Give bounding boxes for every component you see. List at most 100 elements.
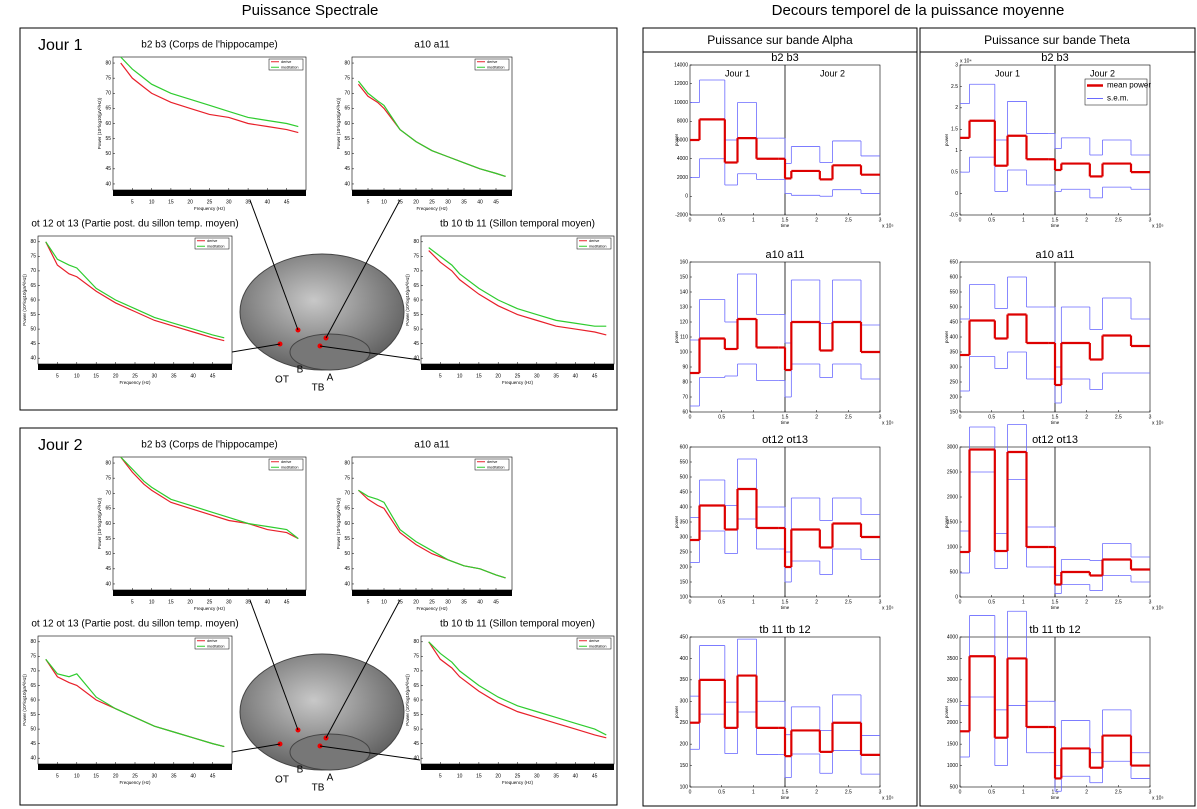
arrow [231, 343, 281, 353]
y-axis-label: power [944, 330, 949, 343]
x-tick-label: 10 [149, 599, 155, 605]
y-tick-label: 45 [344, 166, 350, 172]
series-line [428, 247, 607, 327]
x-tick-label: 2.5 [1115, 789, 1122, 795]
x-tick-label: 15 [93, 773, 99, 779]
y-tick-label: 400 [680, 656, 689, 662]
y-tick-label: 150 [950, 409, 959, 415]
x-axis-label: Frequency (Hz) [416, 606, 448, 611]
x-tick-label: 10 [457, 773, 463, 779]
chart: tb 11 tb 12 500 1000 1500 2000 2500 3000 3500 40… [944, 610, 1164, 801]
y-tick-label: 350 [680, 519, 689, 525]
legend [576, 237, 612, 250]
significance-bar [352, 190, 512, 196]
plot-area [37, 235, 233, 365]
y-tick-label: 40 [413, 356, 419, 362]
y-tick-label: 65 [344, 106, 350, 112]
x-tick-label: 40 [265, 599, 271, 605]
y-tick-label: 450 [680, 634, 689, 640]
y-tick-label: 45 [30, 341, 36, 347]
y-tick-label: 75 [105, 75, 111, 81]
series-line [45, 241, 225, 339]
legend-label: meditation [487, 465, 505, 469]
y-axis-label: power [674, 330, 679, 343]
x-tick-label: 20 [413, 199, 419, 205]
x-tick-label: 10 [74, 773, 80, 779]
y-tick-label: 1000 [947, 763, 958, 769]
chart: ot 12 ot 13 (Partie post. du sillon temp… [22, 219, 238, 386]
x-tick-label: 25 [207, 199, 213, 205]
x-tick-label: 30 [445, 199, 451, 205]
brain-lobe [289, 733, 371, 771]
y-tick-label: 0 [955, 191, 958, 197]
y-tick-label: 55 [344, 136, 350, 142]
x-tick-label: 0.5 [718, 414, 725, 420]
y-multiplier: x 10⁴ [960, 58, 972, 64]
y-tick-label: 60 [344, 521, 350, 527]
y-tick-label: 0 [955, 594, 958, 600]
y-tick-label: 3000 [947, 444, 958, 450]
x-tick-label: 35 [245, 199, 251, 205]
legend [268, 458, 304, 471]
y-tick-label: 75 [344, 75, 350, 81]
y-tick-label: 2 [955, 105, 958, 111]
x-axis-label: time [781, 605, 790, 610]
brain-label: TB [312, 383, 325, 394]
x-tick-label: 1.5 [1052, 217, 1059, 223]
y-tick-label: 14000 [674, 62, 688, 68]
y-tick-label: -2000 [675, 212, 688, 218]
chart-title: b2 b3 [771, 52, 799, 64]
y-tick-label: 65 [30, 683, 36, 689]
x-tick-label: 2 [1085, 599, 1088, 605]
x-tick-label: 0.5 [988, 414, 995, 420]
x-tick-label: 25 [207, 599, 213, 605]
y-tick-label: 200 [680, 741, 689, 747]
x-tick-label: 1 [1022, 599, 1025, 605]
series-line [428, 250, 607, 336]
left-title: Puissance Spectrale [242, 2, 379, 19]
y-tick-label: 55 [30, 312, 36, 318]
y-tick-label: 0.5 [951, 169, 958, 175]
annotation: Jour 2 [820, 68, 845, 78]
y-tick-label: 3000 [947, 677, 958, 683]
x-tick-label: 5 [56, 773, 59, 779]
y-tick-label: 150 [680, 274, 689, 280]
y-tick-label: 40 [30, 356, 36, 362]
y-axis-label: Power (10*log10(µV²/Hz)) [336, 497, 341, 549]
x-tick-label: 40 [477, 599, 483, 605]
y-tick-label: 110 [680, 334, 688, 340]
y-tick-label: 10000 [674, 100, 688, 106]
x-tick-label: 30 [534, 773, 540, 779]
y-tick-label: 350 [680, 677, 689, 683]
y-axis-label: Power (10*log10(µV²/Hz)) [22, 674, 27, 726]
chart-title: b2 b3 (Corps de l'hippocampe) [141, 440, 277, 451]
y-tick-label: 80 [344, 60, 350, 66]
y-tick-label: 300 [950, 364, 959, 370]
y-tick-label: -0.5 [949, 212, 958, 218]
brain-label: A [327, 373, 334, 384]
x-tick-label: 15 [93, 373, 99, 379]
x-tick-label: 5 [367, 599, 370, 605]
y-axis-label: Power (10*log10(µV²/Hz)) [97, 97, 102, 149]
y-tick-label: 55 [344, 536, 350, 542]
x-tick-label: 35 [553, 773, 559, 779]
y-tick-label: 3 [955, 62, 958, 68]
legend-label: meditation [487, 65, 505, 69]
y-tick-label: 55 [105, 536, 111, 542]
y-tick-label: 55 [413, 312, 419, 318]
column-header: Puissance sur bande Theta [984, 33, 1130, 47]
chart: ot12 ot13 0 500 1000 1500 2000 2500 3000 0 0.5 1 1.… [944, 424, 1164, 611]
y-tick-label: 500 [950, 304, 959, 310]
chart-title: ot 12 ot 13 (Partie post. du sillon temp… [31, 219, 238, 230]
legend-label: s.e.m. [1107, 94, 1129, 103]
day-label: Jour 2 [38, 437, 83, 454]
x-tick-label: 45 [592, 773, 598, 779]
x-axis-label: time [781, 223, 790, 228]
y-tick-label: 50 [105, 151, 111, 157]
legend [194, 237, 230, 250]
y-tick-label: 65 [344, 506, 350, 512]
series-line [120, 456, 299, 540]
y-tick-label: 2.5 [951, 84, 958, 90]
series-line [428, 641, 607, 736]
y-tick-label: 65 [105, 106, 111, 112]
